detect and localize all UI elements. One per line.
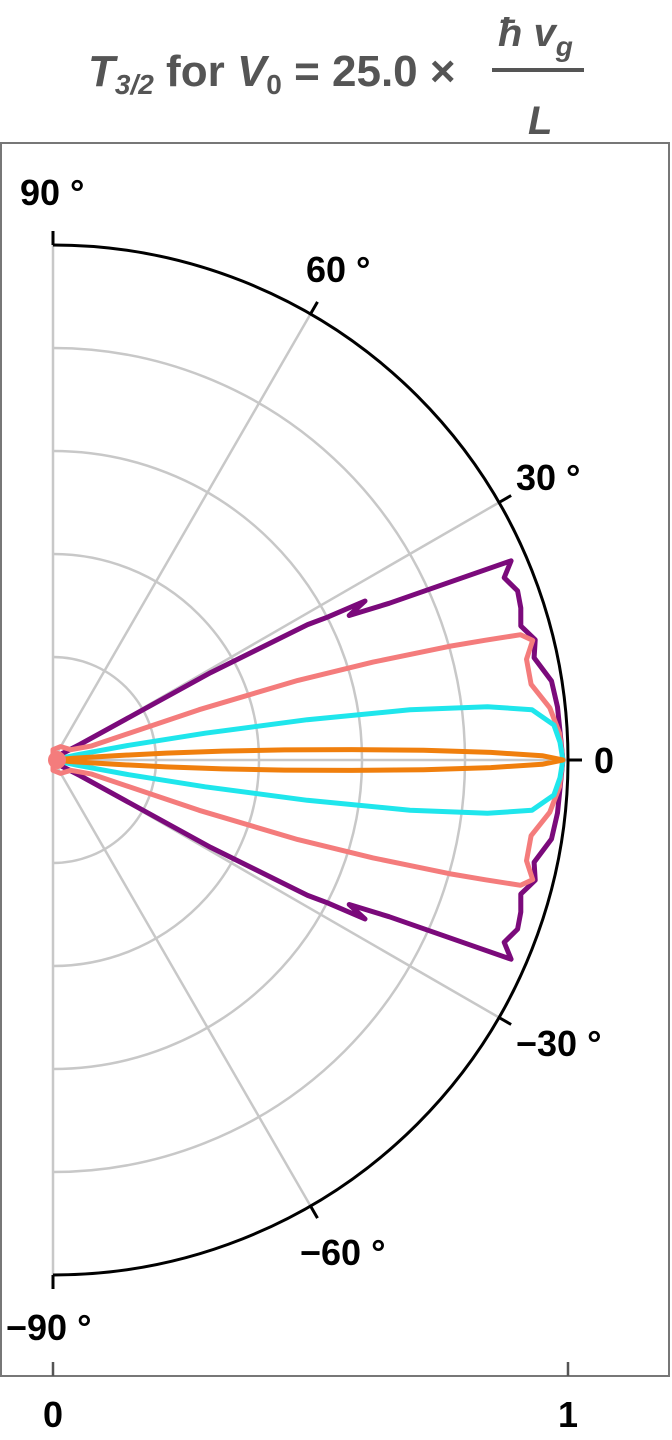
polar-grid (51, 245, 568, 1275)
angle-tick-2 (498, 494, 512, 504)
title-v: v (522, 11, 558, 55)
angle-ticks (51, 231, 582, 1289)
angle-tick-5 (309, 1205, 319, 1219)
title-fraction-denominator: L (528, 99, 552, 143)
title-hbar: ħ (498, 11, 522, 55)
angle-tick-1 (309, 301, 319, 315)
title-symbol-t: T (88, 47, 118, 96)
title-fraction-numerator: ħ vg (498, 11, 573, 62)
angle-tick-label-1: 60 ° (306, 249, 370, 290)
title-text-for: for (154, 47, 237, 96)
series-curve-3 (50, 747, 566, 773)
title-subscript-v: 0 (266, 69, 282, 100)
angle-tick-label-6: −90 ° (6, 1307, 91, 1348)
series-layer (48, 558, 566, 962)
radial-tick-label-0: 0 (43, 1394, 63, 1435)
angular-gridline-3 (51, 313, 312, 761)
angle-tick-label-3: 0 (594, 740, 614, 781)
title-subscript-t: 3/2 (115, 69, 154, 100)
chart-title: T3/2 for V0 = 25.0 × (88, 47, 456, 100)
plot-frame (0, 142, 670, 1377)
angular-gridline-0 (51, 759, 312, 1207)
radial-tick-label-1: 1 (558, 1394, 578, 1435)
angle-tick-4 (498, 1016, 512, 1026)
origin-marker (48, 751, 66, 769)
angle-tick-label-2: 30 ° (516, 457, 580, 498)
title-subscript-g: g (555, 31, 573, 62)
angle-tick-label-4: −30 ° (516, 1023, 601, 1064)
title-symbol-v: V (237, 47, 270, 96)
title-text-value: = 25.0 × (282, 47, 456, 96)
angle-tick-label-0: 90 ° (20, 172, 84, 213)
angle-tick-label-5: −60 ° (300, 1232, 385, 1273)
angle-tick-labels: 90 ° 60 ° 30 ° 0 −30 ° −60 ° −90 ° (6, 172, 614, 1348)
